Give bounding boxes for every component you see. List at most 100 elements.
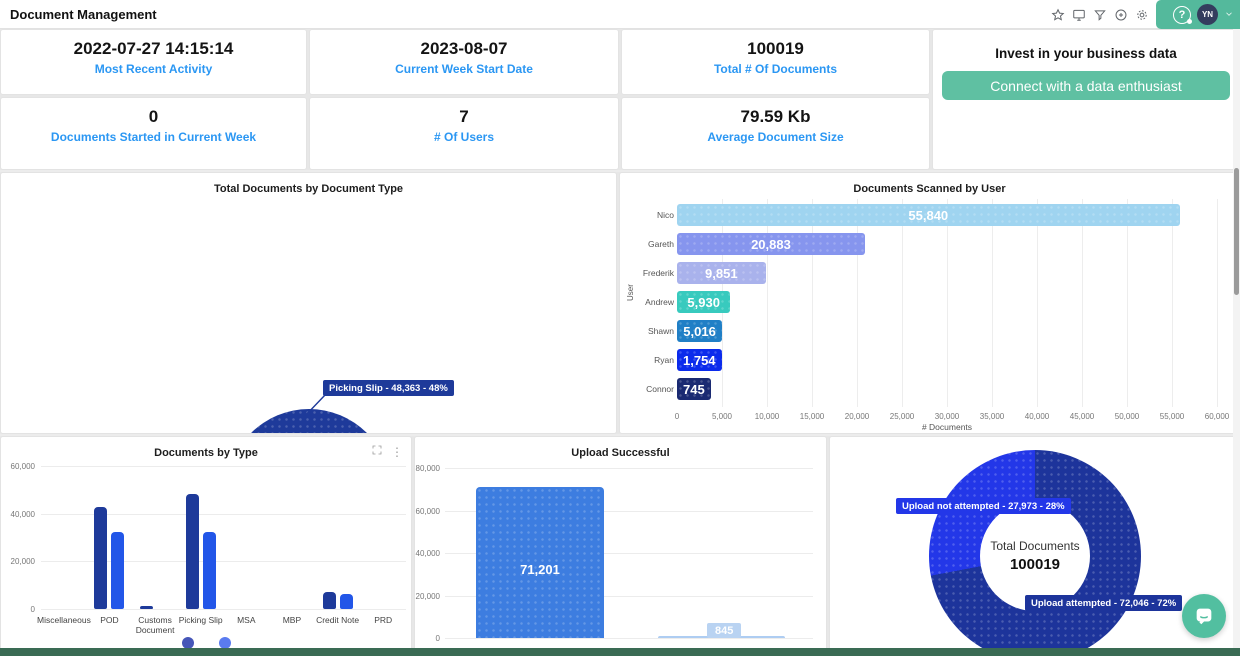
middle-chart-row: Total Documents by Document Type Total D… xyxy=(0,172,1240,434)
panel-scanned-by-user: Documents Scanned by User User # Documen… xyxy=(619,172,1240,434)
gridline xyxy=(445,595,813,597)
gridline xyxy=(857,199,858,407)
upload-plot: 0 20,000 40,000 60,000 80,000 71,201 845 xyxy=(415,437,826,654)
panel-documents-by-type: Documents by Type ⋮ 0 20,000 40,000 60,000 M… xyxy=(0,436,412,655)
chat-button[interactable] xyxy=(1182,594,1226,638)
gridline xyxy=(41,513,406,515)
bottom-chart-row: Documents by Type ⋮ 0 20,000 40,000 60,000 M… xyxy=(0,436,1240,655)
x-tick-label: 0 xyxy=(674,412,680,421)
x-tick-label: 45,000 xyxy=(1069,412,1095,421)
bar-picking-slip-s2[interactable] xyxy=(202,531,216,609)
bar-nico[interactable]: 55,840 xyxy=(677,204,1180,226)
connect-data-enthusiast-button[interactable]: Connect with a data enthusiast xyxy=(942,71,1230,100)
doc-type-chips: Picking Slip - 48,363 - 48%MBP - 4 - 0%P… xyxy=(1,173,616,433)
gridline xyxy=(812,199,813,407)
legend-dot-1[interactable] xyxy=(181,637,194,649)
chevron-down-icon[interactable] xyxy=(1224,6,1234,24)
slice-callout-upload-attempted[interactable]: Upload attempted - 72,046 - 72% xyxy=(1025,595,1183,611)
doc-type-donut-ring[interactable] xyxy=(227,409,391,433)
user-label-nico: Nico xyxy=(656,210,674,220)
filter-icon[interactable] xyxy=(1092,7,1108,23)
x-tick-label: 50,000 xyxy=(1114,412,1140,421)
kpi-value: 7 xyxy=(459,107,469,126)
gridline xyxy=(445,638,813,639)
kpi-label: Average Document Size xyxy=(707,130,844,144)
bar-connor[interactable]: 745 xyxy=(677,378,711,400)
legend-dot-2[interactable] xyxy=(218,637,231,649)
kpi-grid: 2022-07-27 14:15:14 Most Recent Activity… xyxy=(0,29,1240,170)
category-label-msa: MSA xyxy=(237,615,256,625)
kpi-label: Most Recent Activity xyxy=(94,62,213,76)
kebab-menu-icon[interactable]: ⋮ xyxy=(391,445,403,459)
slice-callout-picking-slip[interactable]: Picking Slip - 48,363 - 48% xyxy=(323,380,454,396)
slice-callout-upload-not-attempted[interactable]: Upload not attempted - 27,973 - 28% xyxy=(896,498,1071,514)
y-tick-label: 0 xyxy=(435,634,440,643)
user-label-ryan: Ryan xyxy=(654,355,674,365)
kpi-docs-started-week: 0 Documents Started in Current Week xyxy=(0,97,307,170)
bottom-accent-bar xyxy=(0,648,1240,656)
x-tick-label: 25,000 xyxy=(889,412,915,421)
bar-credit-note-s2[interactable] xyxy=(339,593,353,609)
y-tick-label: 20,000 xyxy=(10,557,35,567)
bar-frederik[interactable]: 9,851 xyxy=(677,262,766,284)
category-label-picking-slip: Picking Slip xyxy=(178,615,223,625)
bar-pod-s1[interactable] xyxy=(94,506,108,609)
bar-pod-s2[interactable] xyxy=(111,531,125,609)
settings-icon[interactable] xyxy=(1134,7,1150,23)
user-label-andrew: Andrew xyxy=(645,297,674,307)
kpi-value: 2023-08-07 xyxy=(420,39,508,58)
bar-ryan[interactable]: 1,754 xyxy=(677,349,722,371)
gridline xyxy=(1127,199,1128,407)
gridline xyxy=(445,468,813,469)
gridline xyxy=(41,561,406,563)
add-icon[interactable] xyxy=(1113,7,1129,23)
bar-andrew[interactable]: 5,930 xyxy=(677,291,731,313)
gridline xyxy=(767,199,768,407)
bar-credit-note-s1[interactable] xyxy=(322,591,336,609)
chart-title: Documents Scanned by User xyxy=(853,183,1006,195)
kpi-avg-doc-size: 79.59 Kb Average Document Size xyxy=(621,97,930,170)
panel-doc-type-donut: Total Documents by Document Type Total D… xyxy=(0,172,617,434)
kpi-value: 79.59 Kb xyxy=(740,107,811,126)
bar-value-chip: 845 xyxy=(707,623,742,638)
gridline xyxy=(947,199,948,407)
avatar[interactable]: YN xyxy=(1197,4,1218,25)
user-label-connor: Connor xyxy=(646,384,674,394)
bar-customs-document-s1[interactable] xyxy=(140,605,154,609)
chart-title: Total Documents by Document Type xyxy=(213,183,404,195)
bar-shawn[interactable]: 5,016 xyxy=(677,320,723,342)
help-icon[interactable]: ? xyxy=(1173,5,1192,24)
x-tick-label: 10,000 xyxy=(754,412,780,421)
gridline xyxy=(902,199,903,407)
category-label-pod: POD xyxy=(100,615,119,625)
y-tick-label: 20,000 xyxy=(415,591,440,601)
scrollbar-thumb[interactable] xyxy=(1234,168,1239,295)
y-tick-label: 60,000 xyxy=(415,506,440,516)
y-tick-label: 40,000 xyxy=(10,509,35,519)
promo-card: Invest in your business data Connect wit… xyxy=(932,29,1240,170)
x-tick-label: 55,000 xyxy=(1159,412,1185,421)
x-tick-label: 20,000 xyxy=(844,412,870,421)
gridline xyxy=(445,553,813,554)
x-tick-label: 5,000 xyxy=(711,412,733,421)
scrollbar-track[interactable] xyxy=(1233,29,1240,648)
x-tick-label: 40,000 xyxy=(1024,412,1050,421)
display-icon[interactable] xyxy=(1071,7,1087,23)
x-tick-label: 60,000 xyxy=(1204,412,1230,421)
scanned-plot: User # Documents 0 5,000 10,000 15,000 20,00… xyxy=(620,173,1239,433)
bar-gareth[interactable]: 20,883 xyxy=(677,233,865,255)
upload-bar-1[interactable] xyxy=(476,486,604,638)
page-title: Document Management xyxy=(10,7,157,22)
bar-picking-slip-s1[interactable] xyxy=(185,493,199,609)
y-tick-label: 40,000 xyxy=(415,549,440,558)
y-tick-label: 60,000 xyxy=(10,462,35,471)
category-label-credit-note: Credit Note xyxy=(316,615,360,625)
category-label-prd: PRD xyxy=(374,615,393,625)
bar-value-label: 745 xyxy=(683,381,705,397)
expand-icon[interactable] xyxy=(371,443,383,461)
donut-connector-lines xyxy=(303,393,327,418)
panel-actions: ⋮ xyxy=(371,443,403,461)
star-icon[interactable] xyxy=(1050,7,1066,23)
kpi-total-documents: 100019 Total # Of Documents xyxy=(621,29,930,95)
